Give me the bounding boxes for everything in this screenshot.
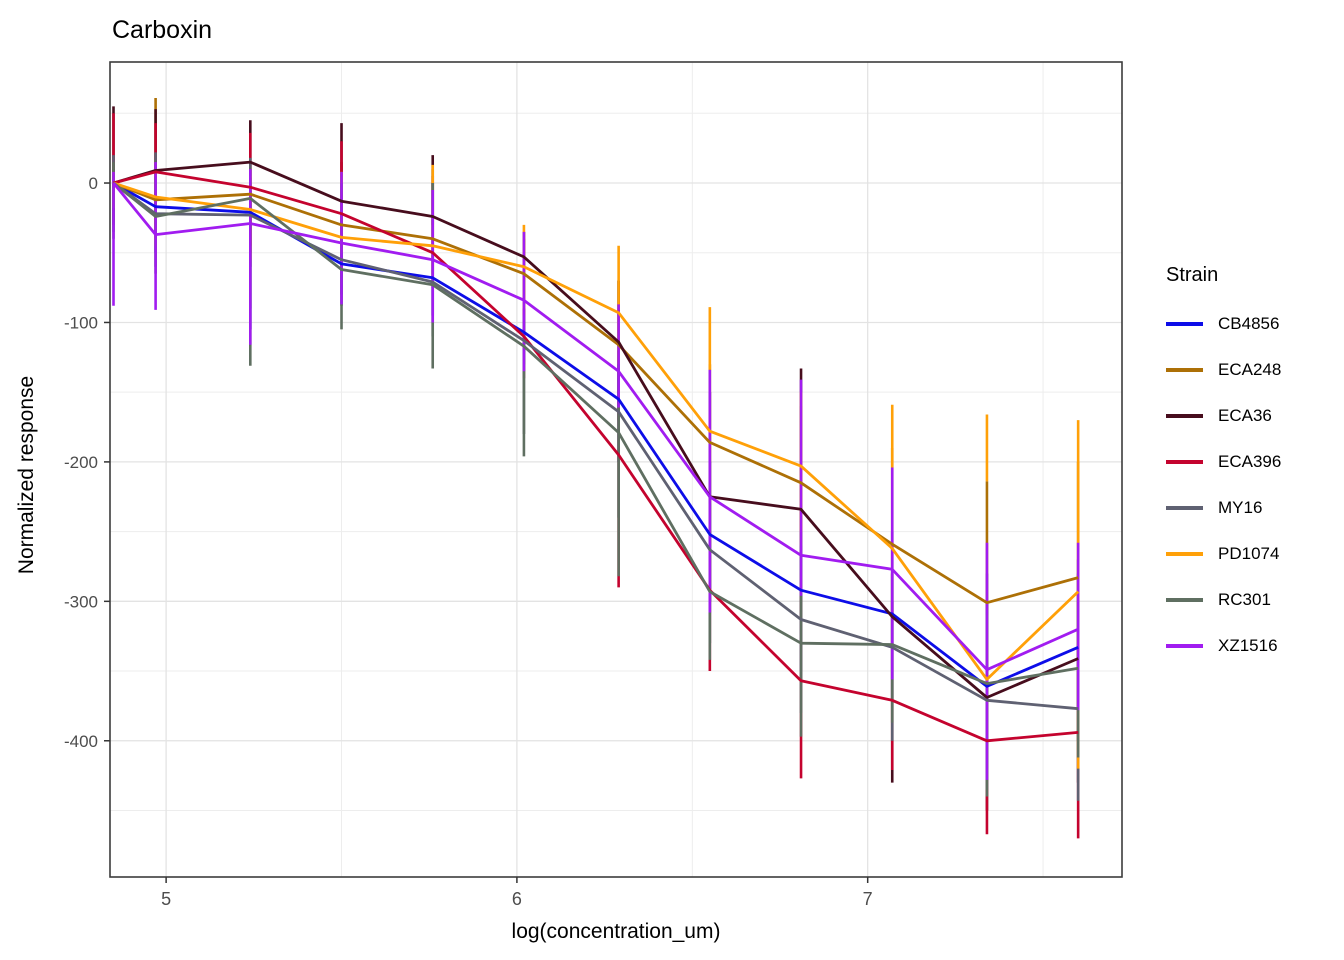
series-line-CB4856 — [112, 181, 1079, 688]
x-tick-label: 7 — [863, 889, 873, 909]
legend-label: CB4856 — [1218, 314, 1280, 333]
legend-swatch-icon — [1166, 368, 1203, 372]
legend-label: MY16 — [1218, 498, 1263, 517]
legend-items: CB4856 ECA248 ECA36 ECA396 MY16 PD1074 RC301 XZ… — [1166, 301, 1281, 669]
y-axis-ticks: 0 -100 -200 -300 -400 — [64, 174, 110, 751]
legend-item-ECA36: ECA36 — [1166, 393, 1281, 439]
legend-item-ECA396: ECA396 — [1166, 439, 1281, 485]
legend-label: XZ1516 — [1218, 636, 1278, 655]
series-line-ECA36 — [113, 160, 1079, 699]
legend-swatch-icon — [1166, 414, 1203, 418]
panel-border — [109, 61, 1123, 878]
legend-label: ECA396 — [1218, 452, 1282, 471]
grid-minor — [110, 62, 1122, 877]
legend-label: ECA248 — [1218, 360, 1282, 379]
legend-swatch-icon — [1166, 322, 1203, 326]
legend-swatch-icon — [1166, 506, 1203, 510]
legend-item-MY16: MY16 — [1166, 485, 1281, 531]
plot-title: Carboxin — [112, 16, 213, 44]
panel-background — [110, 62, 1122, 877]
legend-item-PD1074: PD1074 — [1166, 531, 1281, 577]
legend-swatch-icon — [1166, 644, 1203, 648]
legend-label: ECA36 — [1218, 406, 1272, 425]
x-tick-label: 5 — [161, 889, 171, 909]
legend-label: PD1074 — [1218, 544, 1280, 563]
series-line-ECA248 — [112, 181, 1079, 605]
legend-item-CB4856: CB4856 — [1166, 301, 1281, 347]
x-axis-title: log(concentration_um) — [511, 920, 721, 943]
series-line-MY16 — [112, 181, 1079, 711]
y-tick-label: -400 — [64, 732, 98, 751]
series-line-ECA396 — [113, 170, 1079, 743]
legend-swatch-icon — [1166, 552, 1203, 556]
legend-label: RC301 — [1218, 590, 1271, 609]
y-axis-title: Normalized response — [15, 375, 38, 575]
legend-item-XZ1516: XZ1516 — [1166, 623, 1281, 669]
y-tick-label: 0 — [89, 174, 98, 193]
series-lines — [112, 160, 1080, 743]
legend-swatch-icon — [1166, 598, 1203, 602]
series-line-PD1074 — [113, 181, 1080, 681]
grid-major — [110, 62, 1122, 877]
legend-item-RC301: RC301 — [1166, 577, 1281, 623]
series-line-RC301 — [112, 181, 1079, 685]
y-tick-label: -300 — [64, 592, 98, 611]
series-line-XZ1516 — [112, 182, 1079, 672]
legend-title: Strain — [1166, 264, 1219, 286]
legend-item-ECA248: ECA248 — [1166, 347, 1281, 393]
legend-swatch-icon — [1166, 460, 1203, 464]
y-tick-label: -200 — [64, 453, 98, 472]
legend: Strain CB4856 ECA248 ECA36 ECA396 MY16 PD1074… — [1166, 264, 1281, 669]
y-tick-label: -100 — [64, 313, 98, 332]
x-tick-label: 6 — [512, 889, 522, 909]
x-axis-ticks: 5 6 7 — [161, 877, 873, 909]
